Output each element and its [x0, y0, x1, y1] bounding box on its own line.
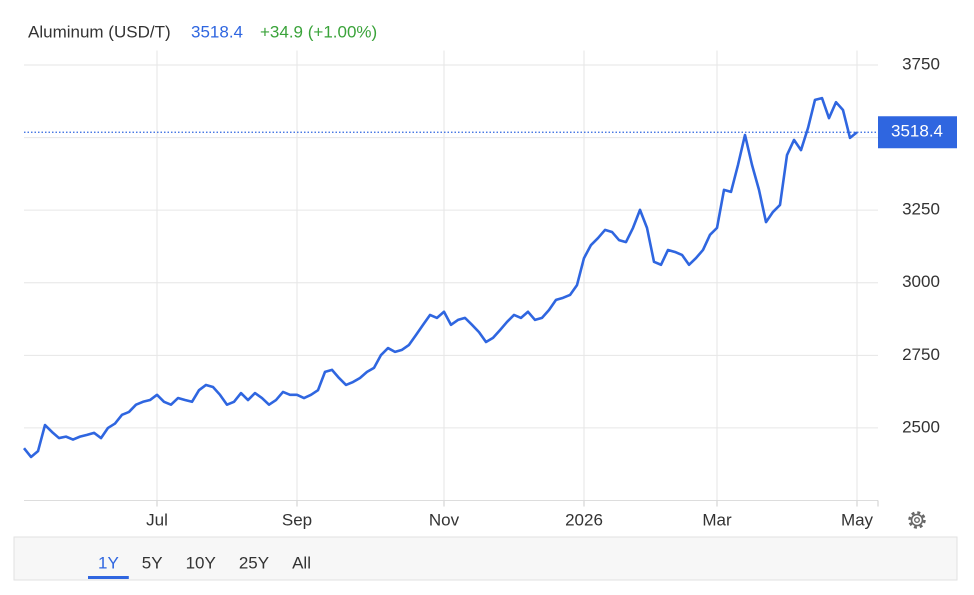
range-button[interactable]: 5Y: [142, 553, 163, 572]
y-tick-label: 2750: [902, 345, 940, 364]
chart-title: Aluminum (USD/T): [28, 22, 171, 41]
x-tick-label: Sep: [282, 510, 312, 529]
x-tick-label: May: [841, 510, 874, 529]
gear-teeth[interactable]: [908, 511, 926, 529]
x-tick-label: Jul: [146, 510, 168, 529]
x-tick-label: Mar: [702, 510, 732, 529]
range-button[interactable]: 25Y: [239, 553, 269, 572]
gear-ring[interactable]: [910, 513, 924, 527]
y-tick-label: 2500: [902, 417, 940, 436]
y-tick-label: 3750: [902, 55, 940, 74]
gear-hub[interactable]: [914, 517, 920, 523]
last-value-label: 3518.4: [891, 122, 943, 141]
x-tick-label: Nov: [429, 510, 460, 529]
header-price: 3518.4: [191, 22, 243, 41]
settings-gear[interactable]: [908, 511, 926, 529]
header-change: +34.9 (+1.00%): [260, 22, 377, 41]
range-selected-underline: [88, 576, 129, 579]
y-tick-label: 3250: [902, 200, 940, 219]
range-button[interactable]: 1Y: [98, 553, 119, 572]
range-button[interactable]: 10Y: [186, 553, 216, 572]
range-bar: [13, 536, 958, 581]
price-line: [22, 96, 858, 459]
y-tick-label: 3000: [902, 272, 940, 291]
range-button[interactable]: All: [292, 553, 311, 572]
x-tick-label: 2026: [565, 510, 603, 529]
last-value-badge: [878, 116, 957, 149]
